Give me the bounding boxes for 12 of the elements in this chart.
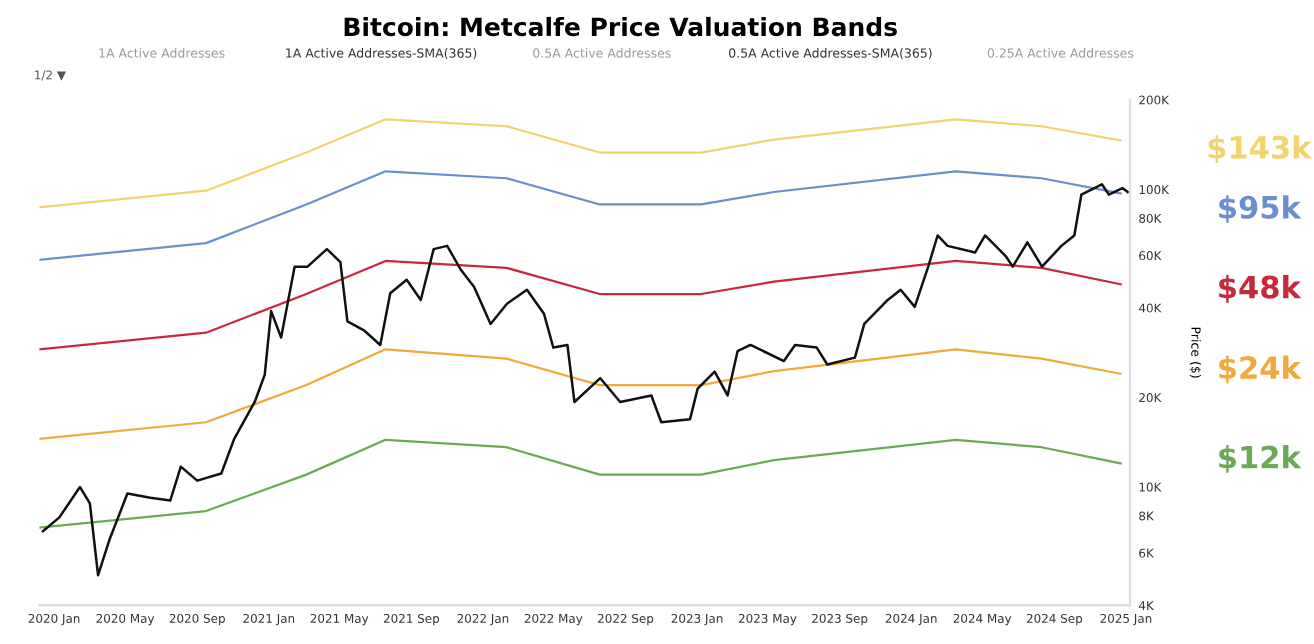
- chart-title: Bitcoin: Metcalfe Price Valuation Bands: [344, 16, 897, 37]
- text: $12k: [1219, 445, 1302, 473]
- line-series: [39, 438, 1122, 529]
- text: $24k: [1219, 355, 1302, 384]
- line-series: [41, 183, 1129, 577]
- text: $48k: [1219, 275, 1302, 303]
- line-series: [39, 170, 1122, 261]
- text: $95k: [1219, 195, 1302, 223]
- line-series: [39, 118, 1122, 209]
- text: $143k: [1208, 135, 1313, 163]
- line-series: [39, 348, 1122, 441]
- line-series: [39, 259, 1122, 351]
